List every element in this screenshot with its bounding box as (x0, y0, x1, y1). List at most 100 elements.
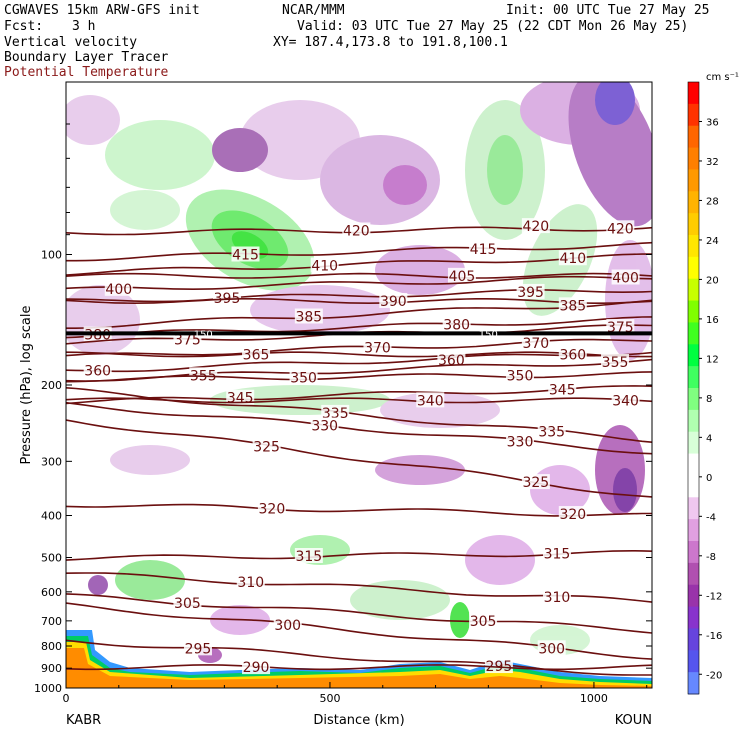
isentrope-label-bg (379, 292, 408, 308)
isentrope-label-bg (189, 367, 218, 383)
tropopause-layer: 150 150 (66, 329, 652, 340)
isentrope-label: 400 (105, 282, 132, 298)
isentrope-415 (66, 241, 652, 262)
y-tick-label: 400 (41, 509, 62, 522)
isentrope-label: 300 (538, 641, 565, 657)
isentrope-label-bg (542, 589, 571, 605)
isentrope-label: 360 (559, 347, 586, 363)
isentrope-label: 350 (290, 370, 317, 386)
colorbar-swatch (688, 562, 699, 586)
isentrope-label: 320 (259, 501, 286, 517)
isentrope-400 (66, 275, 652, 291)
colorbar-tick-label: -4 (706, 512, 716, 523)
isentrope-label-bg (469, 240, 498, 256)
colorbar-swatch (688, 344, 699, 367)
y-axis: 100 200 300 400 500 600 700 800 900 1000 (34, 123, 652, 695)
colorbar-swatch (688, 235, 699, 258)
colorbar-swatch (688, 388, 699, 411)
x-tick-label: 0 (63, 692, 70, 705)
isentrope-380 (66, 316, 652, 339)
isentrope-365 (66, 351, 652, 358)
fcst-value: 3 h (72, 19, 96, 34)
colorbar-swatch (688, 409, 699, 433)
isentrope-label: 410 (311, 258, 338, 274)
isentrope-label-bg (548, 381, 577, 397)
isentrope-label-bg (601, 354, 630, 370)
isentrope-label-bg (558, 250, 587, 266)
colorbar-frame (687, 81, 700, 695)
isentrope-label-bg (537, 423, 566, 439)
x-tick-label: 1000 (580, 692, 608, 705)
isentrope-label: 400 (612, 271, 639, 287)
isentrope-label: 355 (602, 355, 629, 371)
isentrope-label: 420 (343, 223, 370, 239)
isentrope-label-bg (257, 500, 286, 516)
isentrope-label: 330 (507, 434, 534, 450)
org-label: NCAR/MMM (282, 3, 345, 18)
colorbar-tick-label: 16 (706, 315, 719, 326)
colorbar: 36 32 28 24 20 16 12 8 4 0 -4 -8 -12 -16 -20 (687, 81, 722, 695)
isentrope-label-bg (558, 506, 587, 522)
isentrope-label: 325 (522, 475, 549, 491)
isentrope-label-bg (242, 659, 271, 675)
isentrope-label: 295 (185, 641, 212, 657)
isentrope-label-bg (606, 220, 635, 236)
model-title: CGWAVES 15km ARW-GFS init (4, 3, 200, 18)
isentrope-label-bg (310, 257, 339, 273)
y-axis-label: Pressure (hPa), log scale (19, 306, 34, 465)
isentrope-305 (66, 593, 652, 634)
colorbar-tick-label: 12 (706, 354, 719, 365)
isentrope-label: 405 (449, 269, 476, 285)
colorbar-units: cm s⁻¹ (706, 72, 739, 83)
isentrope-395 (66, 288, 652, 303)
isentrope-label: 390 (380, 294, 407, 310)
colorbar-tick-label: 32 (706, 157, 719, 168)
isentrope-label: 305 (470, 614, 497, 630)
colorbar-tick-label: -16 (706, 631, 722, 642)
isentrope-label-bg (231, 246, 260, 262)
isentrope-label-bg (542, 545, 571, 561)
tropopause-label: 150 (194, 329, 213, 340)
isentrope-label-bg (416, 392, 445, 408)
valid-time: Valid: 03 UTC Tue 27 May 25 (22 CDT Mon … (297, 19, 689, 34)
tropopause-label: 150 (479, 329, 498, 340)
colorbar-swatch (688, 169, 699, 192)
isentrope-label: 315 (295, 549, 322, 565)
isentrope-label-bg (611, 392, 640, 408)
isentrope-label: 360 (84, 363, 111, 379)
y-tick-label: 200 (41, 379, 62, 392)
isentrope-label-bg (363, 339, 392, 355)
init-time: Init: 00 UTC Tue 27 May 25 (506, 3, 710, 18)
isentrope-label: 370 (364, 341, 391, 357)
x-axis-label: Distance (km) (313, 713, 404, 728)
colorbar-tick-label: 24 (706, 236, 719, 247)
isentrope-label-bg (273, 616, 302, 632)
y-tick-label: 600 (41, 586, 62, 599)
right-endpoint-label: KOUN (615, 713, 652, 728)
colorbar-swatch (688, 213, 699, 236)
field-potential-temperature: Potential Temperature (4, 65, 169, 80)
isentrope-label: 360 (438, 353, 465, 369)
isentrope-label-bg (469, 612, 498, 628)
isentrope-label: 310 (544, 590, 571, 606)
isentrope-label: 320 (559, 507, 586, 523)
isentrope-label-bg (83, 362, 112, 378)
isentrope-label-bg (294, 308, 323, 324)
isentrope-label-bg (611, 269, 640, 285)
field-boundary-layer-tracer: Boundary Layer Tracer (4, 50, 169, 65)
isentrope-label-bg (310, 417, 339, 433)
isentrope-label-bg (506, 367, 535, 383)
isentrope-label-bg (537, 640, 566, 656)
isentrope-label-bg (289, 369, 318, 385)
colorbar-swatch (688, 125, 699, 149)
isentrope-290 (66, 664, 652, 671)
isentrope-label: 370 (522, 336, 549, 352)
cross-section-xy: XY= 187.4,173.8 to 191.8,100.1 (273, 35, 508, 50)
isentrope-label: 330 (311, 418, 338, 434)
colorbar-tick-label: -12 (706, 591, 722, 602)
y-tick-label: 1000 (34, 682, 62, 695)
colorbar-tick-label: 36 (706, 117, 719, 128)
isentrope-label: 325 (253, 439, 280, 455)
isentrope-label: 410 (559, 251, 586, 267)
x-axis: 0 500 1000 (63, 682, 648, 705)
